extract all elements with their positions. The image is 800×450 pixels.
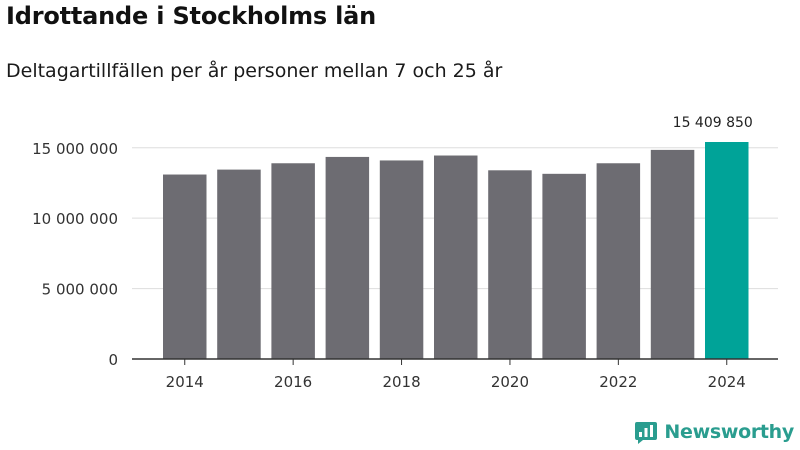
x-tick-label: 2018 [382,373,420,391]
bar-2021 [542,173,586,359]
highlight-value-label: 15 409 850 [673,115,753,131]
bar-2024 [705,142,749,359]
y-tick-label: 10 000 000 [32,210,118,228]
bar-2019 [434,155,478,359]
chart-subtitle: Deltagartillfällen per år personer mella… [6,60,503,82]
bar-2017 [325,156,370,359]
x-tick-label: 2020 [491,373,529,391]
y-tick-label: 5 000 000 [42,281,118,299]
y-tick-label: 15 000 000 [32,140,118,158]
chart-title: Idrottande i Stockholms län [6,2,377,30]
bar-2018 [379,160,424,359]
bar-2014 [163,174,207,359]
x-tick-label: 2016 [274,373,312,391]
brand-name: Newsworthy [664,421,794,443]
bar-2016 [271,163,315,359]
bar-2015 [217,169,261,359]
x-tick-label: 2022 [599,373,637,391]
newsworthy-logo-icon [635,422,658,444]
x-tick-label: 2024 [708,373,746,391]
brand-logo: Newsworthy [635,420,794,444]
bar-2022 [596,163,641,359]
x-tick-label: 2014 [166,373,204,391]
y-tick-label: 0 [108,351,118,369]
bar-2020 [488,170,532,359]
bar-2023 [650,149,695,359]
